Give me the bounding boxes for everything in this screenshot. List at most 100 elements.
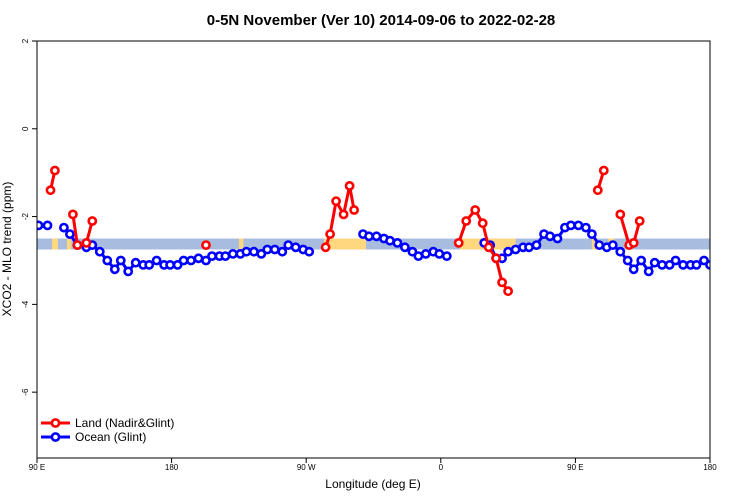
ocean-glint-point <box>290 242 301 253</box>
land-band-span <box>66 238 72 250</box>
x-tick-label: 90 E <box>29 463 45 472</box>
ocean-glint-point <box>371 231 382 242</box>
x-tick-label: 90 E <box>567 463 583 472</box>
ocean-glint-point <box>573 220 584 231</box>
land-nadir-glint-point <box>344 180 355 191</box>
ocean-glint-point <box>636 255 647 266</box>
ocean-band <box>37 238 710 250</box>
ocean-glint-point <box>186 255 196 266</box>
ocean-glint-point <box>227 248 238 259</box>
land-nadir-glint-point <box>503 286 513 297</box>
ocean-glint-point <box>109 264 120 275</box>
ocean-glint-point <box>581 222 591 233</box>
x-tick-label: 0 <box>439 463 444 472</box>
ocean-glint-point <box>399 242 410 253</box>
land-nadir-glint-point <box>81 237 92 248</box>
ocean-glint-point <box>220 251 231 261</box>
land-nadir-glint-point <box>598 165 609 176</box>
ocean-glint-point <box>678 259 688 270</box>
ocean-glint-point <box>207 251 217 261</box>
land-nadir-glint-point <box>592 185 603 196</box>
ocean-glint-point <box>705 260 710 270</box>
land-band-span <box>324 238 367 250</box>
land-nadir-glint-point <box>477 218 488 229</box>
ocean-glint-point <box>277 246 288 257</box>
land-nadir-glint-point <box>470 205 481 215</box>
y-tick-label: -2 <box>21 212 30 220</box>
land-band-span <box>238 238 244 250</box>
ocean-glint-point <box>123 266 134 277</box>
chart-title: 0-5N November (Ver 10) 2014-09-06 to 202… <box>207 12 556 29</box>
ocean-glint-point <box>130 257 141 268</box>
ocean-glint-point <box>201 255 211 266</box>
ocean-glint-point <box>524 242 534 253</box>
plot-frame <box>36 40 711 459</box>
ocean-glint-point <box>37 220 44 231</box>
ocean-glint-point <box>628 264 639 275</box>
ocean-glint-point <box>643 266 654 277</box>
ocean-glint-point <box>172 259 183 270</box>
land-nadir-glint-point <box>72 240 83 250</box>
land-nadir-glint-point <box>491 253 501 264</box>
ocean-glint-point <box>165 259 175 270</box>
ocean-glint-point <box>262 244 273 255</box>
y-tick-label: -4 <box>21 300 30 308</box>
ocean-glint-point <box>699 255 709 266</box>
ocean-glint-point <box>552 233 563 244</box>
land-nadir-glint-point <box>453 237 464 248</box>
ocean-glint-point <box>434 248 445 259</box>
ocean-glint-point <box>407 246 418 257</box>
ocean-glint-point <box>241 246 252 257</box>
land-nadir-glint-point <box>331 196 341 207</box>
x-tick-label: 180 <box>165 463 179 472</box>
land-nadir-glint-point <box>497 277 507 288</box>
land-nadir-glint-point <box>338 209 349 220</box>
legend-label-land-nadir-glint: Land (Nadir&Glint) <box>75 416 174 430</box>
legend-label-ocean-glint: Ocean (Glint) <box>75 430 146 444</box>
ocean-glint-point <box>664 259 675 270</box>
ocean-glint-point <box>102 255 113 266</box>
series-layer <box>37 165 710 297</box>
ocean-glint-point <box>510 244 521 255</box>
ocean-glint-point <box>441 251 452 261</box>
ocean-glint-point <box>670 255 681 266</box>
land-nadir-glint-point <box>320 242 331 253</box>
land-nadir-glint-point <box>628 237 639 248</box>
y-axis-label: XCO2 - MLO trend (ppm) <box>0 182 14 317</box>
land-nadir-glint-point <box>45 185 56 196</box>
x-tick-label: 90 W <box>297 463 316 472</box>
ocean-glint-point <box>151 255 162 266</box>
land-nadir-glint-point <box>325 229 335 239</box>
legend-marker-land-nadir-glint <box>50 418 61 428</box>
ocean-glint-point <box>615 246 626 257</box>
ocean-glint-point <box>304 246 315 257</box>
ocean-glint-point <box>144 259 155 270</box>
ocean-glint-point <box>420 248 431 259</box>
land-nadir-glint-point <box>50 165 60 176</box>
y-tick-label: 2 <box>21 38 30 43</box>
ocean-glint-point <box>594 240 605 250</box>
ocean-glint-point <box>59 222 69 233</box>
land-nadir-glint-point <box>201 240 211 250</box>
ocean-glint-point <box>657 259 667 270</box>
ocean-glint-point <box>364 231 374 242</box>
ocean-glint-point <box>691 259 702 270</box>
land-nadir-glint-point <box>461 216 472 226</box>
x-axis: 90 E 180 90 W 0 90 E 180 <box>29 458 717 472</box>
ocean-glint-point <box>392 237 403 248</box>
ocean-glint-point <box>115 255 126 266</box>
ocean-glint-point <box>94 246 105 257</box>
legend: Land (Nadir&Glint)Ocean (Glint) <box>41 416 174 444</box>
land-nadir-glint-point <box>68 209 78 220</box>
land-nadir-glint-point <box>87 216 98 226</box>
x-tick-label: 180 <box>703 463 717 472</box>
ocean-glint-point <box>256 248 267 259</box>
ocean-glint-point <box>607 240 618 250</box>
land-nadir-glint-point <box>634 216 645 226</box>
land-nadir-glint-series <box>45 165 645 297</box>
ocean-glint-point <box>587 229 597 239</box>
ocean-glint-point <box>42 220 53 231</box>
land-nadir-glint-point <box>483 242 494 253</box>
legend-marker-ocean-glint <box>50 432 61 442</box>
